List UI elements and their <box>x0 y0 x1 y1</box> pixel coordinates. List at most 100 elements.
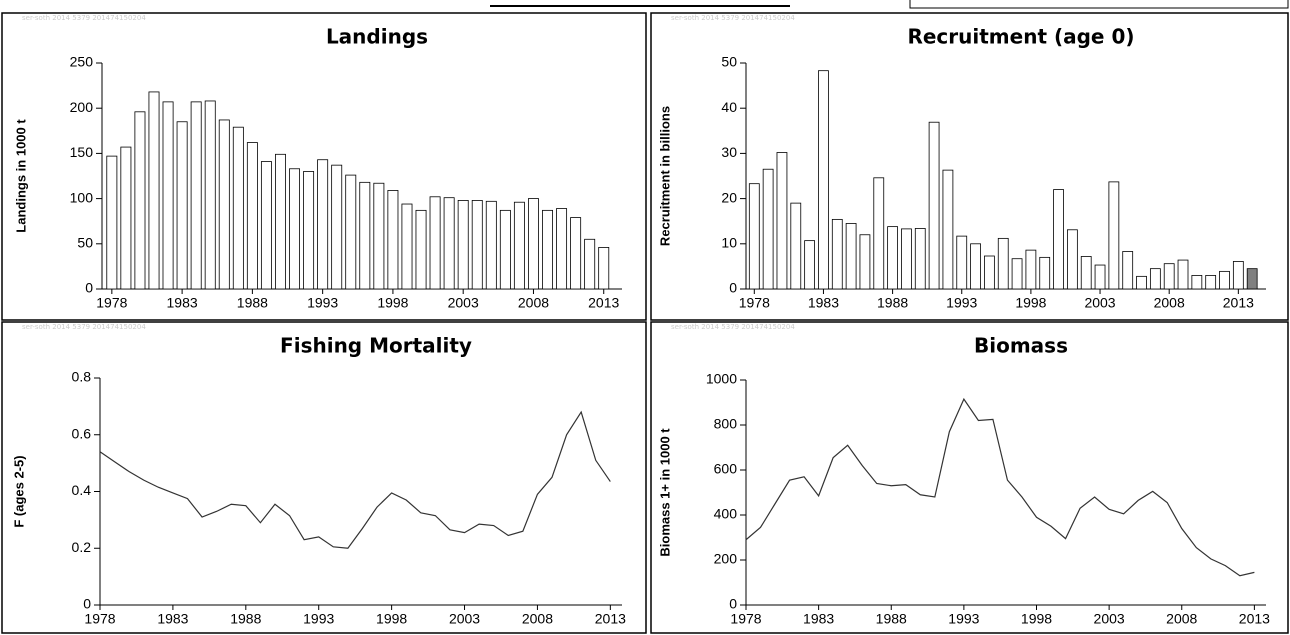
bar <box>457 200 469 290</box>
watermark: ser-soth 2014 5379 201474150204 <box>671 14 795 22</box>
bar <box>429 196 441 290</box>
bar <box>1219 270 1230 290</box>
y-tick-label: 1000 <box>706 371 737 387</box>
x-tick-label: 1978 <box>96 295 127 311</box>
bar <box>1053 189 1064 290</box>
bar <box>556 208 568 290</box>
y-tick-label: 0 <box>83 596 91 612</box>
x-tick-label: 1983 <box>803 611 834 627</box>
bar <box>984 255 995 290</box>
panel: ser-soth 2014 5379 201474150204 Landings L… <box>1 12 647 321</box>
y-tick-label: 0 <box>729 596 737 612</box>
x-tick-label: 1988 <box>230 611 261 627</box>
bar <box>190 101 202 290</box>
x-tick-label: 2008 <box>522 611 553 627</box>
line <box>745 397 1255 577</box>
x-tick-label: 1998 <box>377 295 408 311</box>
bar <box>232 126 244 290</box>
bar <box>513 201 525 290</box>
x-tick-label: 2003 <box>1094 611 1125 627</box>
y-axis-label: Recruitment in billions <box>657 106 672 246</box>
bar <box>598 247 610 290</box>
x-tick-label: 2003 <box>449 611 480 627</box>
x-tick-label: 2003 <box>448 295 479 311</box>
bar <box>134 111 146 290</box>
y-tick-label: 50 <box>77 235 93 251</box>
x-tick-label: 2008 <box>518 295 549 311</box>
y-axis-label: F (ages 2-5) <box>11 455 26 527</box>
bar <box>1177 259 1189 290</box>
y-tick-label: 50 <box>721 54 737 70</box>
frame-fragment <box>909 0 1289 9</box>
x-tick-label: 1998 <box>1015 295 1046 311</box>
bar <box>289 168 300 290</box>
y-tick-label: 0.4 <box>72 482 92 498</box>
panel: ser-soth 2014 5379 201474150204 Fishing M… <box>1 321 647 634</box>
bar <box>303 171 315 290</box>
bar <box>1232 261 1244 290</box>
y-tick-label: 100 <box>70 189 94 205</box>
x-tick-label: 1993 <box>303 611 334 627</box>
bar <box>1205 275 1217 290</box>
bar <box>260 161 272 290</box>
y-tick-label: 250 <box>70 54 94 70</box>
panel: ser-soth 2014 5379 201474150204 Biomass Bi… <box>650 321 1289 634</box>
y-tick-label: 400 <box>714 506 738 522</box>
x-tick-label: 1993 <box>948 611 979 627</box>
bar <box>204 100 216 290</box>
y-tick-label: 20 <box>721 189 737 205</box>
bar <box>997 237 1009 290</box>
bar <box>1108 181 1120 290</box>
bar <box>359 181 371 290</box>
panel: ser-soth 2014 5379 201474150204 Recruitme… <box>650 12 1289 321</box>
x-tick-label: 1988 <box>237 295 268 311</box>
bar <box>970 243 981 290</box>
bar <box>1039 256 1051 290</box>
bar <box>804 240 815 290</box>
y-axis-label: Landings in 1000 t <box>13 119 28 233</box>
bar <box>317 159 329 290</box>
chart-title: Landings <box>326 25 428 49</box>
bar <box>1080 256 1092 290</box>
bar <box>499 209 511 290</box>
y-tick-label: 0 <box>85 280 93 296</box>
x-tick-label: 2013 <box>1223 295 1254 311</box>
x-tick-label: 1983 <box>808 295 839 311</box>
y-tick-label: 40 <box>721 99 737 115</box>
y-tick-label: 0.8 <box>72 369 92 385</box>
panel-border <box>1 321 647 634</box>
bar <box>1122 251 1134 290</box>
bar <box>901 228 912 290</box>
x-tick-label: 2008 <box>1166 611 1197 627</box>
x-tick-label: 1998 <box>376 611 407 627</box>
bar <box>1149 268 1161 290</box>
bar <box>162 101 174 290</box>
bar <box>845 223 857 290</box>
bar <box>148 91 160 290</box>
x-tick-label: 2013 <box>595 611 626 627</box>
x-tick-label: 1983 <box>167 295 198 311</box>
x-tick-label: 1993 <box>946 295 977 311</box>
bar <box>345 174 357 290</box>
bar <box>1163 263 1175 290</box>
y-tick-label: 600 <box>714 461 738 477</box>
x-tick-label: 1978 <box>739 295 770 311</box>
bar <box>176 121 188 290</box>
bar <box>528 198 539 290</box>
y-tick-label: 0.2 <box>72 539 92 555</box>
x-tick-label: 2003 <box>1084 295 1115 311</box>
bar <box>956 235 968 290</box>
bar <box>275 153 286 290</box>
bar <box>106 155 118 290</box>
bar <box>218 119 230 290</box>
bar <box>748 183 760 290</box>
bar <box>373 182 385 290</box>
bar <box>542 209 553 290</box>
x-tick-label: 1988 <box>877 295 908 311</box>
bar <box>873 177 885 290</box>
bar <box>443 197 455 290</box>
chart-title: Biomass <box>974 334 1068 358</box>
x-tick-label: 1998 <box>1021 611 1052 627</box>
bar <box>570 217 582 290</box>
x-tick-label: 1983 <box>157 611 188 627</box>
